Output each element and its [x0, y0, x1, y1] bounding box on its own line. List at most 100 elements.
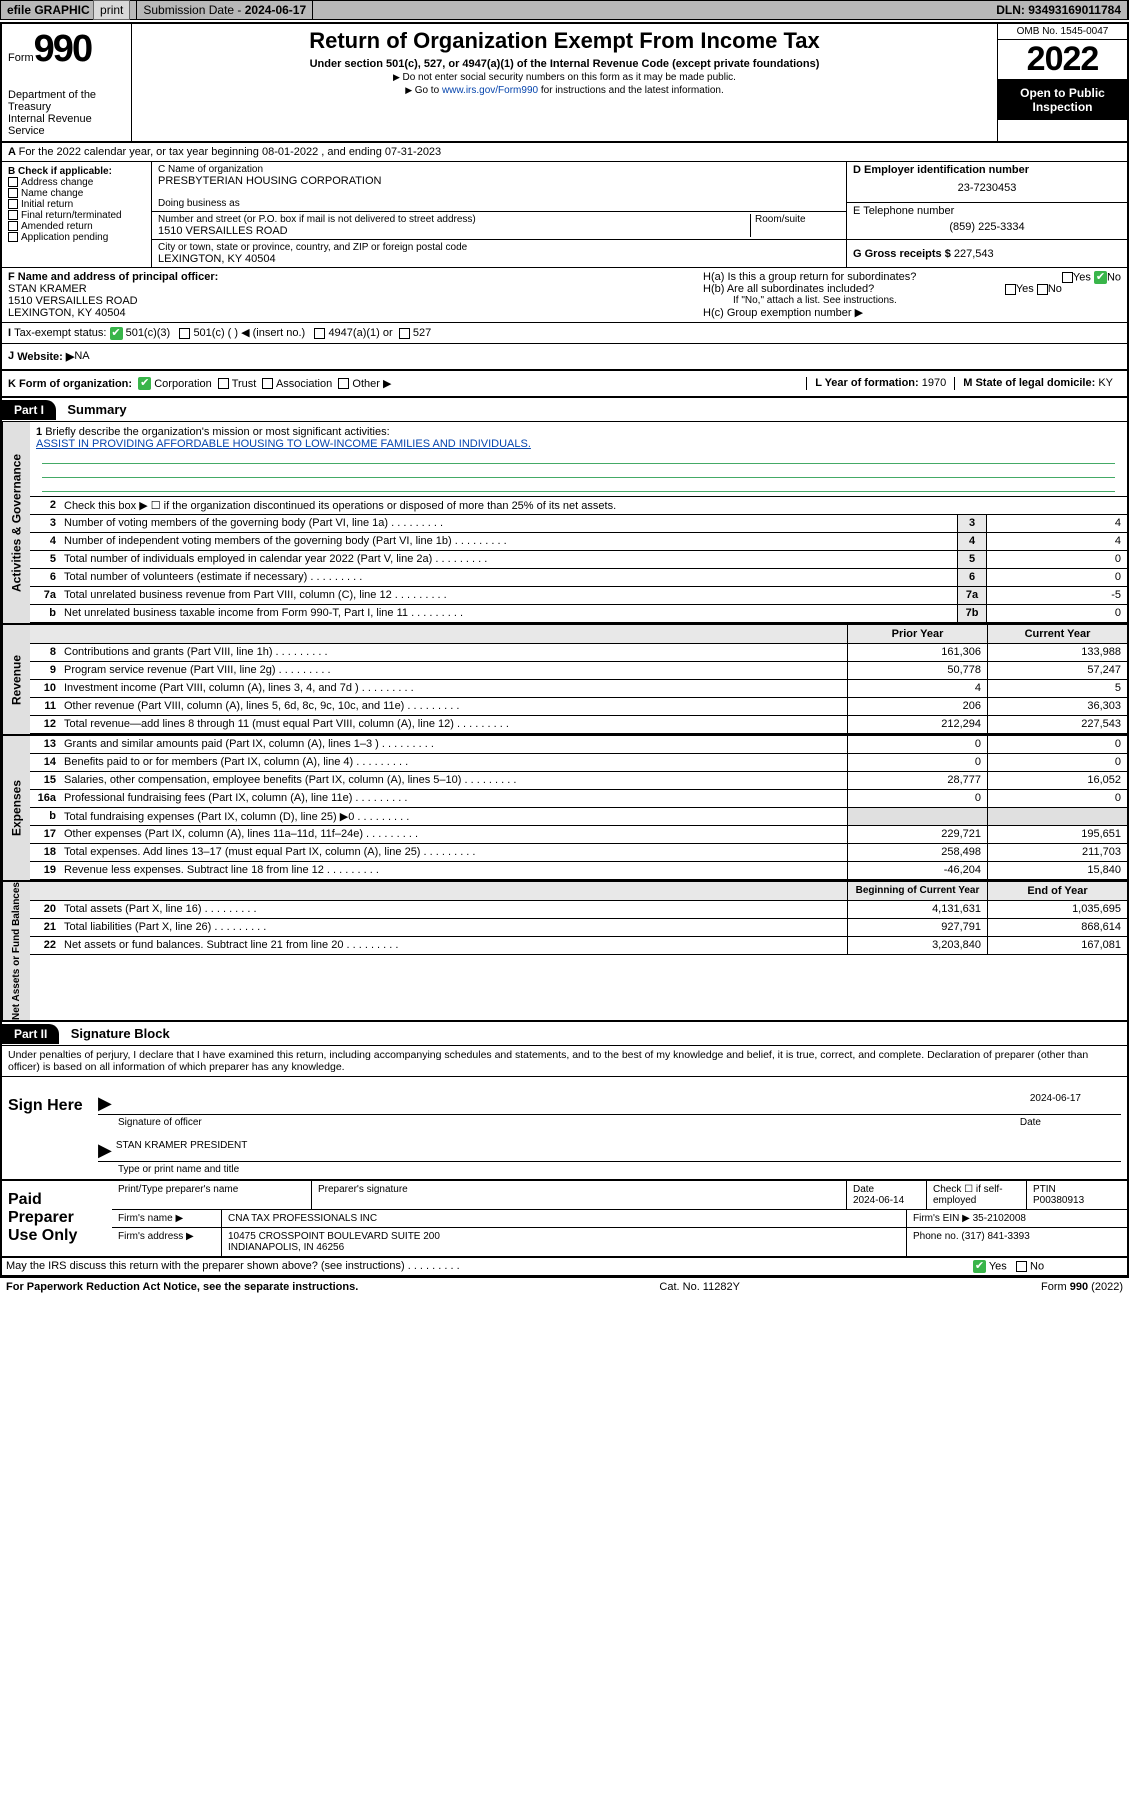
netassets-section: Net Assets or Fund Balances Beginning of… — [2, 882, 1127, 1022]
officer-addr2: LEXINGTON, KY 40504 — [8, 307, 126, 319]
org-name-block: C Name of organization PRESBYTERIAN HOUS… — [152, 162, 846, 212]
link-row: Go to www.irs.gov/Form990 for instructio… — [138, 85, 991, 96]
chk-pending[interactable]: Application pending — [8, 232, 145, 243]
gov-line-6: 6Total number of volunteers (estimate if… — [30, 569, 1127, 587]
group-return-block: H(a) Is this a group return for subordin… — [697, 268, 1127, 322]
print-button[interactable]: print — [93, 0, 130, 20]
year-block: OMB No. 1545-0047 2022 Open to Public In… — [997, 24, 1127, 141]
gov-line-2: 2Check this box ▶ ☐ if the organization … — [30, 497, 1127, 515]
footer: For Paperwork Reduction Act Notice, see … — [0, 1278, 1129, 1296]
firm-ein: 35-2102008 — [973, 1213, 1026, 1224]
check-icon: ✔ — [973, 1260, 986, 1273]
line-12: 12Total revenue—add lines 8 through 11 (… — [30, 716, 1127, 734]
part1-badge: Part I — [2, 400, 56, 420]
current-year-col: Current Year — [987, 625, 1127, 643]
submission-cell: Submission Date - 2024-06-17 — [137, 1, 313, 19]
prior-year-col: Prior Year — [847, 625, 987, 643]
row-i-status: I Tax-exempt status: ✔ 501(c)(3) 501(c) … — [2, 323, 1127, 344]
officer-name: STAN KRAMER — [8, 283, 87, 295]
line-22: 22Net assets or fund balances. Subtract … — [30, 937, 1127, 955]
officer-addr1: 1510 VERSAILLES ROAD — [8, 295, 138, 307]
top-toolbar: efile GRAPHIC print Submission Date - 20… — [0, 0, 1129, 20]
gov-line-5: 5Total number of individuals employed in… — [30, 551, 1127, 569]
rev-header: Prior Year Current Year — [30, 625, 1127, 644]
may-discuss-row: May the IRS discuss this return with the… — [2, 1258, 1127, 1276]
line-11: 11Other revenue (Part VIII, column (A), … — [30, 698, 1127, 716]
tax-year: 2022 — [998, 40, 1127, 80]
side-expenses: Expenses — [2, 736, 30, 880]
line-18: 18Total expenses. Add lines 13–17 (must … — [30, 844, 1127, 862]
side-netassets: Net Assets or Fund Balances — [2, 882, 30, 1020]
irs-link[interactable]: www.irs.gov/Form990 — [442, 85, 538, 96]
form-id-block: Form990 Department of the Treasury Inter… — [2, 24, 132, 141]
omb-number: OMB No. 1545-0047 — [998, 24, 1127, 40]
cat-no: Cat. No. 11282Y — [659, 1281, 740, 1293]
col-c-org: C Name of organization PRESBYTERIAN HOUS… — [152, 162, 847, 267]
gov-line-3: 3Number of voting members of the governi… — [30, 515, 1127, 533]
col-b-head: B Check if applicable: — [8, 166, 145, 177]
part2-header: Part II Signature Block — [2, 1022, 1127, 1046]
line-20: 20Total assets (Part X, line 16)4,131,63… — [30, 901, 1127, 919]
check-icon: ✔ — [1094, 271, 1107, 284]
firm-address: 10475 CROSSPOINT BOULEVARD SUITE 200 IND… — [222, 1228, 907, 1256]
ptin: P00380913 — [1033, 1195, 1084, 1206]
preparer-row3: Firm's address ▶ 10475 CROSSPOINT BOULEV… — [112, 1228, 1127, 1256]
ein-value: 23-7230453 — [853, 176, 1121, 200]
declaration-text: Under penalties of perjury, I declare th… — [2, 1046, 1127, 1077]
firm-name: CNA TAX PROFESSIONALS INC — [222, 1210, 907, 1227]
form-ref: Form 990 (2022) — [1041, 1281, 1123, 1293]
gov-line-b: bNet unrelated business taxable income f… — [30, 605, 1127, 623]
revenue-section: Revenue Prior Year Current Year 8Contrib… — [2, 625, 1127, 736]
gross-label: G Gross receipts $ — [853, 248, 954, 260]
city-state-zip: LEXINGTON, KY 40504 — [158, 253, 840, 265]
side-activities: Activities & Governance — [2, 422, 30, 623]
preparer-row1: Print/Type preparer's name Preparer's si… — [112, 1181, 1127, 1210]
line-16a: 16aProfessional fundraising fees (Part I… — [30, 790, 1127, 808]
form-subtitle: Under section 501(c), 527, or 4947(a)(1)… — [138, 58, 991, 70]
part2-title: Signature Block — [63, 1022, 178, 1045]
line-10: 10Investment income (Part VIII, column (… — [30, 680, 1127, 698]
mission-text: ASSIST IN PROVIDING AFFORDABLE HOUSING T… — [36, 438, 531, 450]
paid-preparer-block: Paid Preparer Use Only Print/Type prepar… — [2, 1181, 1127, 1258]
chk-amended[interactable]: Amended return — [8, 221, 145, 232]
mission-block: 1 Briefly describe the organization's mi… — [30, 422, 1127, 497]
col-d-right: D Employer identification number 23-7230… — [847, 162, 1127, 267]
org-name: PRESBYTERIAN HOUSING CORPORATION — [158, 175, 840, 187]
domicile-state: KY — [1098, 377, 1113, 389]
line-19: 19Revenue less expenses. Subtract line 1… — [30, 862, 1127, 880]
line-17: 17Other expenses (Part IX, column (A), l… — [30, 826, 1127, 844]
officer-block: F Name and address of principal officer:… — [2, 268, 697, 322]
prep-date: 2024-06-14 — [853, 1195, 904, 1206]
efile-label: efile GRAPHIC print — [1, 1, 137, 19]
signer-name: STAN KRAMER PRESIDENT — [116, 1140, 248, 1161]
chk-initial[interactable]: Initial return — [8, 199, 145, 210]
line-21: 21Total liabilities (Part X, line 26)927… — [30, 919, 1127, 937]
eoy-col: End of Year — [987, 882, 1127, 900]
sign-block: Sign Here 2024-06-17 Signature of office… — [2, 1077, 1127, 1181]
check-icon: ✔ — [138, 377, 151, 390]
chk-name[interactable]: Name change — [8, 188, 145, 199]
row-j-website: J Website: ▶ NA — [2, 344, 1127, 371]
city-block: City or town, state or province, country… — [152, 240, 846, 267]
gross-value: 227,543 — [954, 248, 994, 260]
part2-badge: Part II — [2, 1024, 59, 1044]
form-title: Return of Organization Exempt From Incom… — [138, 28, 991, 54]
form-container: Form990 Department of the Treasury Inter… — [0, 22, 1129, 1278]
paperwork-notice: For Paperwork Reduction Act Notice, see … — [6, 1281, 358, 1293]
line-8: 8Contributions and grants (Part VIII, li… — [30, 644, 1127, 662]
activities-section: Activities & Governance 1 Briefly descri… — [2, 422, 1127, 625]
dln-cell: DLN: 93493169011784 — [990, 1, 1128, 19]
chk-final[interactable]: Final return/terminated — [8, 210, 145, 221]
irs-label: Internal Revenue Service — [8, 113, 125, 137]
dept-label: Department of the Treasury — [8, 89, 125, 113]
ssn-warning: Do not enter social security numbers on … — [138, 72, 991, 83]
chk-address[interactable]: Address change — [8, 177, 145, 188]
paid-label: Paid Preparer Use Only — [2, 1181, 112, 1256]
dba-label: Doing business as — [158, 198, 840, 209]
sign-date: 2024-06-17 — [1030, 1093, 1121, 1114]
room-label: Room/suite — [750, 214, 840, 237]
line-15: 15Salaries, other compensation, employee… — [30, 772, 1127, 790]
tel-label: E Telephone number — [853, 205, 1121, 217]
ein-label: D Employer identification number — [853, 164, 1029, 176]
gov-line-4: 4Number of independent voting members of… — [30, 533, 1127, 551]
